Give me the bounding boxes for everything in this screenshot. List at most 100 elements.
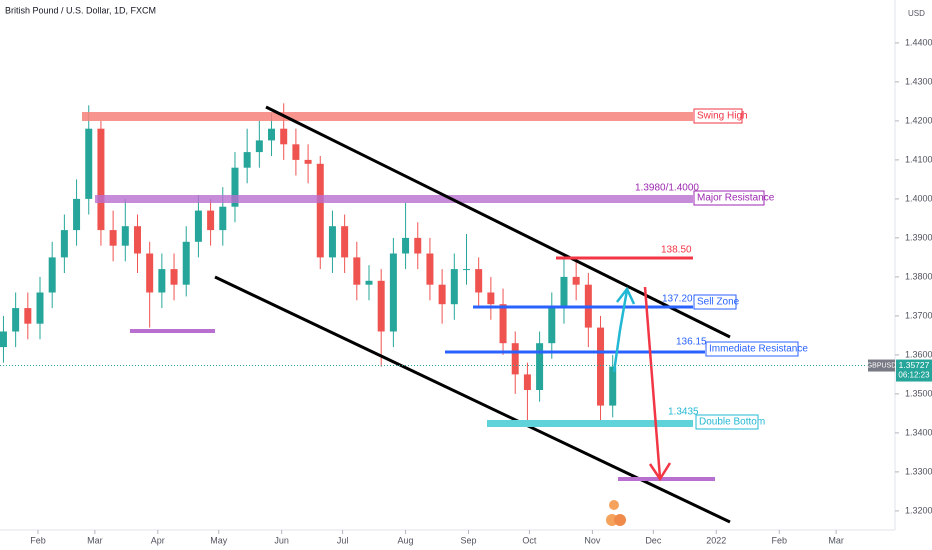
annotation: Major Resistance [697,193,775,204]
target-zone [618,477,715,481]
label-box [693,190,765,206]
event-icon [614,514,626,526]
candle-body [182,241,190,285]
candle-body [572,276,580,285]
candle-body [158,269,166,293]
candle-body [231,167,239,207]
candle-body [207,210,215,231]
up-arrow-head [616,286,636,305]
candle-body [328,226,336,258]
candle-body [170,269,178,285]
x-tick-label: May [210,535,228,545]
candle-body [133,226,141,254]
candle-body [426,253,434,285]
x-tick-label: Mar [828,535,844,545]
double-bottom-zone [487,420,693,427]
candle-body [85,128,93,199]
x-tick-label: Feb [30,535,46,545]
x-tick-label: Oct [522,535,537,545]
candle-body [316,163,324,258]
candle-body [48,257,56,293]
major-resistance-zone [95,195,693,203]
x-tick-label: Feb [771,535,787,545]
y-tick-label: 1.34000 [905,427,932,437]
candle-body [609,366,617,406]
x-tick-label: Jul [337,535,349,545]
up-arrow [612,289,629,373]
annotation: 137.20 [662,294,693,305]
candle-body [414,237,422,254]
event-icon [609,500,619,510]
x-tick-label: Sep [461,535,477,545]
candle-body [194,210,202,242]
symbol-box [868,359,895,372]
candle-body [450,269,458,305]
candle-body [597,327,605,406]
x-tick-label: Nov [584,535,601,545]
countdown-label: 06:12:23 [898,371,930,380]
swing-high-zone [82,112,693,121]
drawings [82,105,731,526]
annotation-labels: Swing High 1.3980/1.4000 Major Resistanc… [635,108,808,430]
y-tick-label: 1.40000 [905,193,932,203]
annotation: 138.50 [661,245,692,256]
label-box [695,414,759,430]
candle-body [60,230,68,258]
annotation: Sell Zone [697,297,740,308]
candle-body [560,276,568,309]
symbol-label: GBPUSD [867,362,897,369]
candle-body [146,253,154,293]
candle-body [0,331,7,348]
candle-body [304,159,312,164]
candle-body [292,144,300,160]
last-price-label: 1.35727 [899,360,930,370]
y-tick-label: 1.36000 [905,349,932,359]
march-low-zone [130,329,215,333]
y-tick-label: 1.37000 [905,310,932,320]
x-tick-label: Aug [398,535,414,545]
y-tick-label: 1.35000 [905,388,932,398]
y-tick-label: 1.44000 [905,37,932,47]
annotation: Immediate Resistance [709,344,808,355]
label-box [693,108,743,124]
candle-body [499,304,507,344]
candle-body [24,308,32,324]
candle-body [377,280,385,332]
candle-body [121,226,129,246]
x-tick-label: Apr [151,535,165,545]
candle-body [402,237,410,254]
y-tick-label: 1.33000 [905,466,932,476]
candle-body [389,253,397,332]
candle-body [36,292,44,324]
candle-body [475,269,483,293]
y-tick-label: 1.38000 [905,271,932,281]
down-arrow-head [648,462,672,482]
candle-body [365,280,373,285]
x-tick-label: Dec [645,535,662,545]
currency: USD [908,9,925,18]
candle-body [219,206,227,231]
x-tick-label: Jun [274,535,289,545]
label-box [705,341,799,357]
candle-body [97,128,105,231]
candle-body [243,152,251,168]
channel-bottom [214,275,731,524]
label-box [693,294,737,310]
candle-body [462,269,470,271]
annotation: Double Bottom [699,417,765,428]
chart-title: British Pound / U.S. Dollar, 1D, FXCM [5,5,156,15]
x-tick-label: 2022 [706,535,726,545]
candle-body [280,128,288,145]
candle-body [523,374,531,390]
y-tick-label: 1.43000 [905,76,932,86]
price-box [896,359,932,382]
candle-body [511,343,519,375]
candle-body [548,308,556,344]
y-tick-label: 1.42000 [905,115,932,125]
candle-body [109,230,117,246]
y-tick-label: 1.39000 [905,232,932,242]
annotation: Swing High [697,111,748,122]
annotation: 136.15 [676,337,707,348]
candle-body [73,198,81,231]
channel-top [265,105,731,339]
